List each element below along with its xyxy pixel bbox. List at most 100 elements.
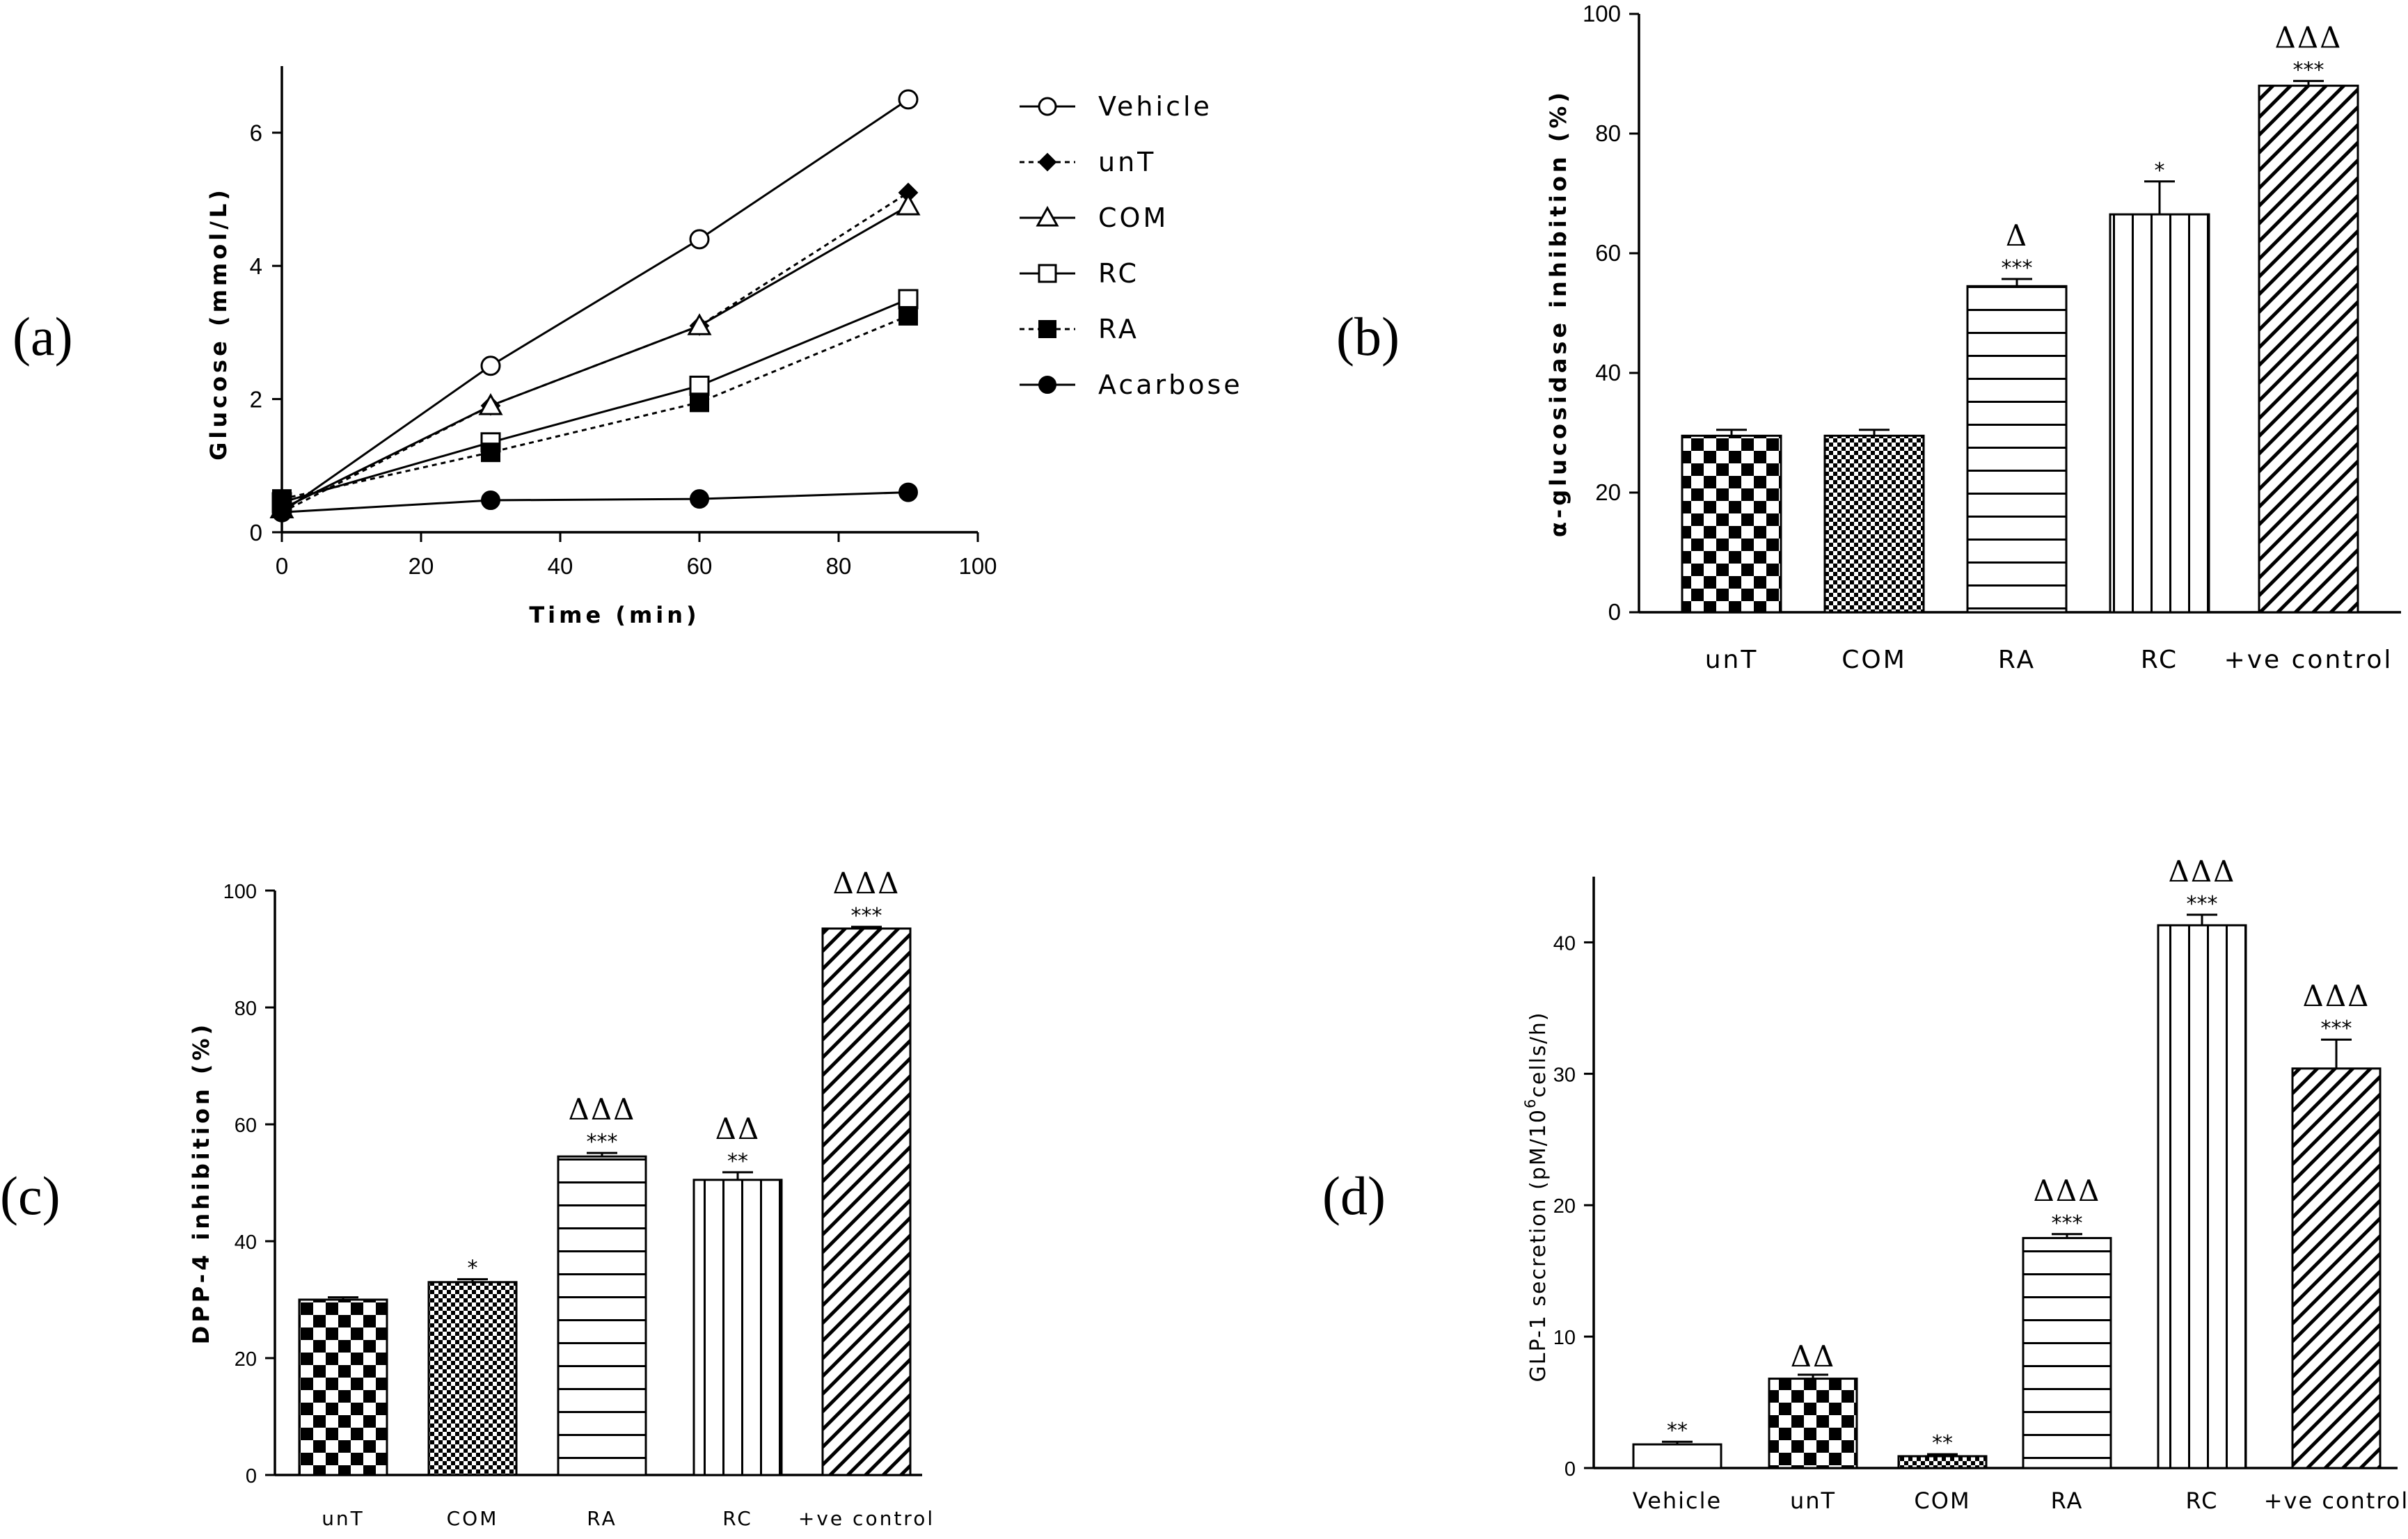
legend-label-vehicle: Vehicle <box>1098 91 1212 122</box>
x-category-label-ve-control: +ve control <box>2224 646 2393 674</box>
y-tick-label-b: 60 <box>1595 240 1621 266</box>
plot-a-axes <box>280 66 978 534</box>
significance-mark-ra: *** <box>587 1130 618 1154</box>
series-line-com <box>281 205 909 510</box>
y-tick-label-c: 80 <box>235 998 257 1020</box>
series-line-unt <box>281 191 909 513</box>
x-category-label-ve-control: +ve control <box>2264 1488 2408 1514</box>
point-rc <box>689 375 710 396</box>
chart-panel-c: 0 20 40 60 80 100 unT * COM *** ΔΔΔ RA ** ΔΔ RC *** ΔΔΔ… <box>188 866 935 1530</box>
legend-marker-com <box>1036 205 1059 227</box>
y-axis-title-b: α-glucosidase inhibition (%) <box>1545 89 1571 537</box>
y-tick-label-b: 100 <box>1583 1 1621 26</box>
bar-com <box>1823 434 1925 614</box>
x-category-label-com: COM <box>1914 1488 1970 1514</box>
y-axis-title-c: DPP-4 inhibition (%) <box>188 1021 214 1344</box>
x-category-label-rc: RC <box>2141 646 2178 674</box>
plot-d-axes <box>1592 877 2398 1469</box>
delta-mark-ve-control: ΔΔΔ <box>833 866 901 900</box>
point-rc <box>898 289 919 310</box>
y-tick-label-c: 60 <box>235 1115 257 1137</box>
series-line-rc <box>281 298 909 504</box>
bar-unt <box>1768 1378 1858 1469</box>
bar-ra <box>2022 1236 2112 1469</box>
y-axis-title-d-sup: 6 <box>1522 1098 1539 1108</box>
panel-label-a: (a) <box>13 306 73 367</box>
significance-mark-ve-control: *** <box>851 904 882 928</box>
y-tick-label-c: 20 <box>235 1348 257 1371</box>
legend-marker-unt <box>1038 152 1057 172</box>
x-category-label-rc: RC <box>722 1507 753 1530</box>
bar-rc <box>2109 213 2210 614</box>
x-category-label-unt: unT <box>322 1507 365 1530</box>
bar-rc <box>692 1179 783 1476</box>
significance-mark-vehicle: ** <box>1667 1419 1688 1443</box>
point-ra <box>690 392 709 413</box>
point-acarbose <box>272 502 292 523</box>
panel-label-b: (b) <box>1336 306 1400 367</box>
series-line-vehicle <box>281 98 909 513</box>
bar-unt <box>1681 434 1782 614</box>
y-tick-label-b: 20 <box>1595 479 1621 505</box>
significance-mark-ve-control: *** <box>2293 58 2324 82</box>
point-acarbose <box>690 489 709 509</box>
y-axis-title-d-tail: cells/h) <box>1526 1012 1551 1098</box>
legend-label-unt: unT <box>1098 147 1156 177</box>
y-tick-label-b: 40 <box>1595 360 1621 385</box>
y-tick-label-a: 6 <box>250 120 262 146</box>
point-com <box>896 193 921 216</box>
bar-com <box>427 1281 518 1476</box>
x-category-label-ve-control: +ve control <box>798 1507 935 1530</box>
panel-label-c: (c) <box>0 1165 61 1226</box>
significance-mark-ve-control: *** <box>2321 1016 2352 1041</box>
y-tick-label-a: 2 <box>250 387 262 413</box>
point-acarbose <box>481 491 500 511</box>
bar-ve-control <box>821 927 912 1476</box>
x-tick-label-a: 60 <box>687 553 713 579</box>
chart-panel-d: 0 10 20 30 40 ** Vehicle ΔΔ unT ** COM *** ΔΔΔ RA ***… <box>1522 854 2408 1514</box>
legend-marker-vehicle <box>1038 97 1057 116</box>
legend-label-com: COM <box>1098 202 1169 233</box>
x-category-label-com: COM <box>447 1507 499 1530</box>
y-axis-title-d: GLP-1 secretion (pM/106cells/h) <box>1522 1012 1551 1382</box>
significance-mark-ra: *** <box>2052 1211 2083 1236</box>
significance-mark-ra: *** <box>2002 256 2033 280</box>
significance-mark-com: ** <box>1932 1431 1953 1456</box>
legend-label-ra: RA <box>1098 314 1139 344</box>
delta-mark-ra: ΔΔΔ <box>569 1092 636 1126</box>
bar-ve-control <box>2258 84 2359 614</box>
panel-label-d: (d) <box>1322 1165 1386 1226</box>
legend-marker-ra <box>1038 320 1056 338</box>
significance-mark-rc: ** <box>727 1149 748 1174</box>
legend-marker-rc <box>1038 264 1057 283</box>
point-ra <box>481 442 500 463</box>
y-tick-label-d: 40 <box>1553 932 1576 955</box>
y-tick-label-d: 10 <box>1553 1327 1576 1349</box>
y-tick-label-d: 0 <box>1565 1458 1576 1481</box>
significance-mark-rc: *** <box>2187 892 2218 916</box>
x-category-label-vehicle: Vehicle <box>1633 1488 1722 1514</box>
delta-mark-rc: ΔΔΔ <box>2169 854 2236 888</box>
series-line-acarbose <box>281 491 909 513</box>
x-tick-label-a: 100 <box>958 553 997 579</box>
x-tick-label-a: 80 <box>826 553 852 579</box>
point-ra <box>898 305 918 326</box>
y-axis-title-d-main: GLP-1 secretion (pM/10 <box>1526 1108 1551 1382</box>
y-tick-label-b: 0 <box>1608 599 1621 625</box>
chart-panel-b: 0 20 40 60 80 100 unT COM *** Δ RA * RC *** ΔΔΔ +ve co… <box>1545 1 2401 674</box>
bar-ra <box>557 1155 647 1476</box>
y-tick-label-b: 80 <box>1595 120 1621 146</box>
legend-label-rc: RC <box>1098 258 1139 289</box>
y-tick-label-a: 0 <box>250 520 262 545</box>
y-tick-label-c: 0 <box>246 1465 257 1488</box>
x-category-label-com: COM <box>1841 646 1907 674</box>
y-tick-label-c: 40 <box>235 1231 257 1254</box>
delta-mark-ve-control: ΔΔΔ <box>2303 979 2370 1013</box>
point-acarbose <box>898 482 918 502</box>
chart-panel-a: 0 2 4 6 0 20 40 60 80 100 Vehicle unT COM RC RA Acarb… <box>205 66 1240 628</box>
y-tick-label-c: 100 <box>223 881 257 903</box>
bar-ve-control <box>2291 1067 2382 1469</box>
x-category-label-ra: RA <box>587 1507 617 1530</box>
x-category-label-ra: RA <box>1998 646 2036 674</box>
